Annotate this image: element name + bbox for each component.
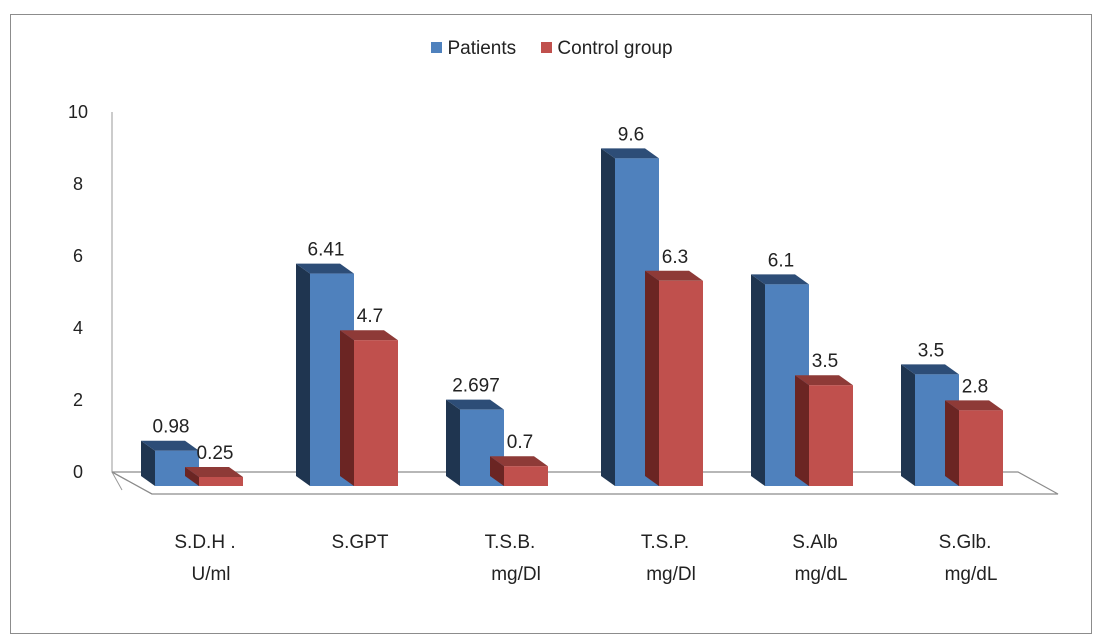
- bar-control: [809, 385, 853, 486]
- y-tick-label: 6: [73, 246, 83, 266]
- data-label-patients: 6.1: [768, 250, 794, 271]
- bar-side-patients: [751, 274, 765, 486]
- bar-side-control: [645, 270, 659, 486]
- y-tick-label: 10: [68, 102, 88, 122]
- legend-swatch-patients: [431, 42, 443, 54]
- bar-top-patients: [901, 364, 959, 375]
- bar-side-patients: [141, 440, 155, 486]
- y-tick-label: 2: [73, 390, 83, 410]
- legend-label-patients: Patients: [447, 38, 517, 59]
- bar-control: [659, 280, 703, 486]
- bar-side-control: [795, 375, 809, 486]
- bar-side-patients: [601, 148, 615, 486]
- y-tick-label: 4: [73, 318, 83, 338]
- x-tick-label: T.S.P.: [641, 532, 689, 553]
- data-label-patients: 0.98: [153, 417, 190, 438]
- bar-side-control: [945, 400, 959, 486]
- data-label-control: 6.3: [662, 247, 688, 268]
- bar-top-control: [340, 330, 398, 341]
- x-tick-label: S.D.H .: [174, 532, 235, 553]
- bar-side-control: [490, 456, 504, 486]
- bar-top-patients: [601, 148, 659, 159]
- bar-top-patients: [296, 263, 354, 274]
- data-label-patients: 2.697: [452, 376, 500, 397]
- bar-top-patients: [751, 274, 809, 285]
- legend-item-control-group: Control group: [541, 38, 673, 60]
- x-tick-label: mg/Dl: [646, 564, 696, 585]
- bar-chart: 0 2 4 6 8 10 0.98 0.25 S.D.H . U/ml 6.41 4.7 S.GPT 2.…: [68, 102, 1059, 585]
- bar-side-patients: [901, 364, 915, 486]
- bar-control: [199, 477, 243, 486]
- x-tick-label: mg/dL: [795, 564, 848, 585]
- data-label-patients: 3.5: [918, 340, 944, 361]
- bar-top-control: [945, 400, 1003, 411]
- bar-top-patients: [446, 399, 504, 410]
- bar-control: [504, 466, 548, 486]
- legend-swatch-control-group: [541, 42, 553, 54]
- data-label-control: 3.5: [812, 351, 838, 372]
- x-tick-label: S.Glb.: [939, 532, 992, 553]
- bar-top-control: [185, 467, 243, 477]
- x-tick-label: U/ml: [191, 564, 230, 585]
- bar-side-patients: [296, 263, 310, 486]
- bar-top-control: [490, 456, 548, 467]
- data-label-control: 0.7: [507, 432, 533, 453]
- data-label-patients: 9.6: [618, 124, 644, 145]
- data-label-patients: 6.41: [308, 240, 345, 261]
- chart-frame: [10, 14, 1092, 634]
- legend-item-patients: Patients: [431, 38, 516, 60]
- data-label-control: 4.7: [357, 306, 383, 327]
- bar-control: [354, 340, 398, 486]
- bar-top-control: [795, 375, 853, 386]
- floor-edge: [111, 471, 153, 495]
- legend: Patients Control group: [0, 38, 1104, 60]
- x-tick-label: S.GPT: [331, 532, 388, 553]
- bar-control: [959, 410, 1003, 486]
- bar-top-patients: [141, 440, 199, 451]
- bar-side-patients: [446, 399, 460, 486]
- y-tick-label: 0: [73, 462, 83, 482]
- y-tick-label: 8: [73, 174, 83, 194]
- y-axis-line: [111, 112, 123, 491]
- x-tick-label: mg/Dl: [491, 564, 541, 585]
- x-tick-label: T.S.B.: [485, 532, 536, 553]
- legend-label-control-group: Control group: [557, 38, 673, 59]
- x-tick-label: mg/dL: [945, 564, 998, 585]
- data-label-control: 2.8: [962, 376, 988, 397]
- bar-top-control: [645, 270, 703, 281]
- data-label-control: 0.25: [197, 443, 234, 464]
- x-tick-label: S.Alb: [792, 532, 837, 553]
- bar-side-control: [185, 467, 199, 486]
- bar-side-control: [340, 330, 354, 486]
